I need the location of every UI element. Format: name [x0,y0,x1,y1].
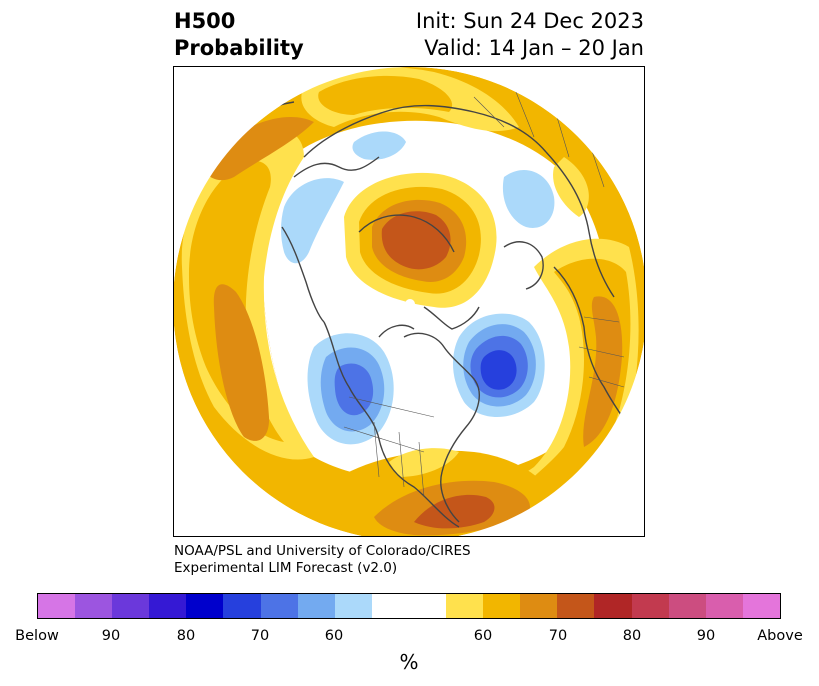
colorbar-segment [297,594,335,618]
border-us-states [343,421,425,498]
border-asia [473,86,605,188]
map-title: H500 Probability [174,8,304,62]
colorbar-segment [557,594,595,618]
colorbar-segment [371,594,409,618]
colorbar-tick-label: 70 [250,628,270,644]
aleutian-anomaly-70 [203,116,314,181]
colorbar-unit: % [399,650,419,674]
colorbar-segment [186,594,224,618]
colorbar-segment [112,594,150,618]
coastline-siberian-arctic [358,214,455,253]
credit-line-1: NOAA/PSL and University of Colorado/CIRE… [174,543,471,559]
colorbar-segment [75,594,113,618]
colorbar-segment [520,594,558,618]
colorbar-segment [742,594,780,618]
colorbar-tick-label: Below [15,628,59,644]
forecast-dates: Init: Sun 24 Dec 2023 Valid: 14 Jan – 20… [416,8,644,62]
europe-anomaly-70 [583,296,623,447]
colorbar-tick-label: 90 [101,628,121,644]
init-date: Init: Sun 24 Dec 2023 [415,9,644,33]
coastline-siberia [303,104,547,158]
colorbar-segment [705,594,743,618]
credit-line-2: Experimental LIM Forecast (v2.0) [174,560,398,576]
colorbar-tick-label: 60 [473,628,493,644]
title-variable: H500 [174,9,236,33]
colorbar-segment [594,594,632,618]
atlantic-anomaly-below-75 [480,350,517,390]
us-anomaly-75 [414,494,495,529]
domain-mask [174,67,644,536]
colorbar-segment [38,594,76,618]
coastline-norway-svalbard [503,241,544,290]
political-borders [343,86,625,498]
colorbar-segment [334,594,372,618]
pole-hole [405,299,415,309]
map-canvas [174,67,644,536]
coastline-scandinavia [545,151,615,298]
coastline-bering [293,156,380,178]
credit-text: NOAA/PSL and University of Colorado/CIRE… [174,543,471,577]
pacific-anomaly-70 [213,284,270,441]
coastlines [233,101,627,528]
colorbar-segment [483,594,521,618]
colorbar-tick-label: 80 [176,628,196,644]
colorbar-segment [408,594,447,618]
scandinavia-anomaly-60 [502,169,555,228]
west-na-anomaly-70 [334,363,374,416]
colorbar-segment [631,594,669,618]
colorbar-segment [149,594,187,618]
coastline-west-na [323,321,460,528]
siberia-anomaly-60 [352,131,406,160]
border-us-canada [348,396,435,418]
valid-range: Valid: 14 Jan – 20 Jan [424,36,644,60]
colorbar-tick-label: 60 [324,628,344,644]
colorbar-segment [668,594,706,618]
probability-map [173,66,645,537]
title-quantity: Probability [174,36,304,60]
alaska-anomaly-60 [281,178,344,264]
colorbar-tick-label: 90 [696,628,716,644]
colorbar-tick-label: 70 [548,628,568,644]
colorbar-segment [223,594,261,618]
coastline-arctic-archipelago [378,324,415,338]
great-lakes-anomaly-60 [389,448,459,477]
colorbar [37,593,781,619]
colorbar-segment [446,594,484,618]
colorbar-tick-label: Above [757,628,803,644]
coastline-greenland-north [423,306,480,330]
colorbar-tick-label: 80 [622,628,642,644]
coastline-hudson-east-na [403,332,480,523]
coastline-europe [553,266,627,423]
border-europe [578,316,625,388]
coastline-alaska [281,226,325,323]
colorbar-segment [260,594,298,618]
